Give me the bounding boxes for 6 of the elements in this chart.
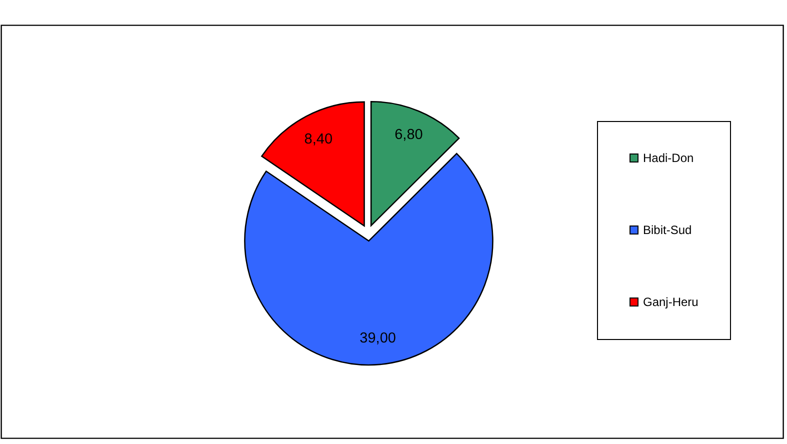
legend-label: Hadi-Don <box>643 151 694 165</box>
legend-label: Ganj-Heru <box>643 295 698 309</box>
data-label: 6,80 <box>394 127 423 144</box>
data-label: 39,00 <box>360 330 396 347</box>
legend-label: Bibit-Sud <box>643 223 692 237</box>
data-label: 8,40 <box>304 131 333 148</box>
